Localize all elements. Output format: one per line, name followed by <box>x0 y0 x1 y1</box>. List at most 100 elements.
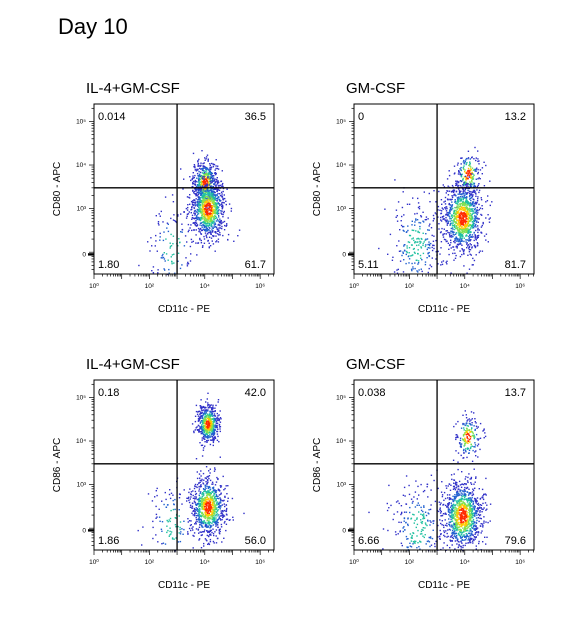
data-point <box>447 224 448 225</box>
data-point <box>446 230 447 231</box>
data-point <box>217 429 218 430</box>
data-point <box>206 504 207 505</box>
data-point <box>438 228 439 229</box>
data-point <box>477 169 478 170</box>
data-point <box>217 177 218 178</box>
data-point <box>422 271 423 272</box>
data-point <box>193 432 194 433</box>
data-point <box>214 200 215 201</box>
data-point <box>198 539 199 540</box>
data-point <box>460 220 461 221</box>
data-point <box>475 224 476 225</box>
data-point <box>219 219 220 220</box>
data-point <box>460 228 461 229</box>
data-point <box>206 476 207 477</box>
data-point <box>204 200 205 201</box>
data-point <box>192 529 193 530</box>
data-point <box>224 510 225 511</box>
data-point <box>212 491 213 492</box>
data-point <box>192 186 193 187</box>
data-point <box>201 494 202 495</box>
data-point <box>456 201 457 202</box>
data-point <box>217 436 218 437</box>
data-point <box>419 226 420 227</box>
data-point <box>465 225 466 226</box>
data-point <box>464 432 465 433</box>
data-point <box>477 178 478 179</box>
data-point <box>181 528 182 529</box>
data-point <box>477 228 478 229</box>
data-point <box>217 166 218 167</box>
data-point <box>223 476 224 477</box>
data-point <box>216 529 217 530</box>
data-point <box>211 177 212 178</box>
data-point <box>409 252 410 253</box>
data-point <box>464 184 465 185</box>
data-point <box>214 209 215 210</box>
data-point <box>466 213 467 214</box>
data-point <box>215 169 216 170</box>
data-point <box>477 214 478 215</box>
data-point <box>222 198 223 199</box>
data-point <box>209 167 210 168</box>
data-point <box>186 498 187 499</box>
data-point <box>198 429 199 430</box>
data-point <box>208 201 209 202</box>
data-point <box>202 185 203 186</box>
data-point <box>469 184 470 185</box>
data-point <box>167 530 168 531</box>
data-point <box>171 493 172 494</box>
data-point <box>194 223 195 224</box>
data-point <box>226 225 227 226</box>
data-point <box>464 203 465 204</box>
data-point <box>192 507 193 508</box>
data-point <box>186 217 187 218</box>
data-point <box>206 158 207 159</box>
data-point <box>203 545 204 546</box>
data-point <box>218 441 219 442</box>
data-point <box>209 527 210 528</box>
data-point <box>217 433 218 434</box>
data-point <box>451 525 452 526</box>
data-point <box>419 232 420 233</box>
data-point <box>409 235 410 236</box>
data-point <box>447 212 448 213</box>
y-tick-label: 10⁴ <box>336 162 346 169</box>
data-point <box>452 232 453 233</box>
data-point <box>403 253 404 254</box>
data-point <box>172 495 173 496</box>
data-point <box>477 229 478 230</box>
data-point <box>215 202 216 203</box>
data-point <box>224 221 225 222</box>
data-point <box>210 225 211 226</box>
data-point <box>215 207 216 208</box>
data-point <box>192 490 193 491</box>
data-point <box>468 221 469 222</box>
data-point <box>170 498 171 499</box>
data-point <box>222 204 223 205</box>
data-point <box>454 225 455 226</box>
data-point <box>468 448 469 449</box>
data-point <box>221 226 222 227</box>
data-point <box>453 426 454 427</box>
data-point <box>206 540 207 541</box>
data-point <box>462 235 463 236</box>
data-point <box>469 435 470 436</box>
data-point <box>476 254 477 255</box>
data-point <box>175 524 176 525</box>
data-point <box>422 212 423 213</box>
data-point <box>213 524 214 525</box>
data-point <box>203 206 204 207</box>
data-point <box>431 266 432 267</box>
data-point <box>210 220 211 221</box>
data-point <box>212 425 213 426</box>
data-point <box>465 451 466 452</box>
data-point <box>217 189 218 190</box>
data-point <box>211 229 212 230</box>
data-point <box>204 217 205 218</box>
data-point <box>465 545 466 546</box>
data-point <box>188 197 189 198</box>
data-point <box>470 227 471 228</box>
data-point <box>218 216 219 217</box>
data-point <box>190 530 191 531</box>
